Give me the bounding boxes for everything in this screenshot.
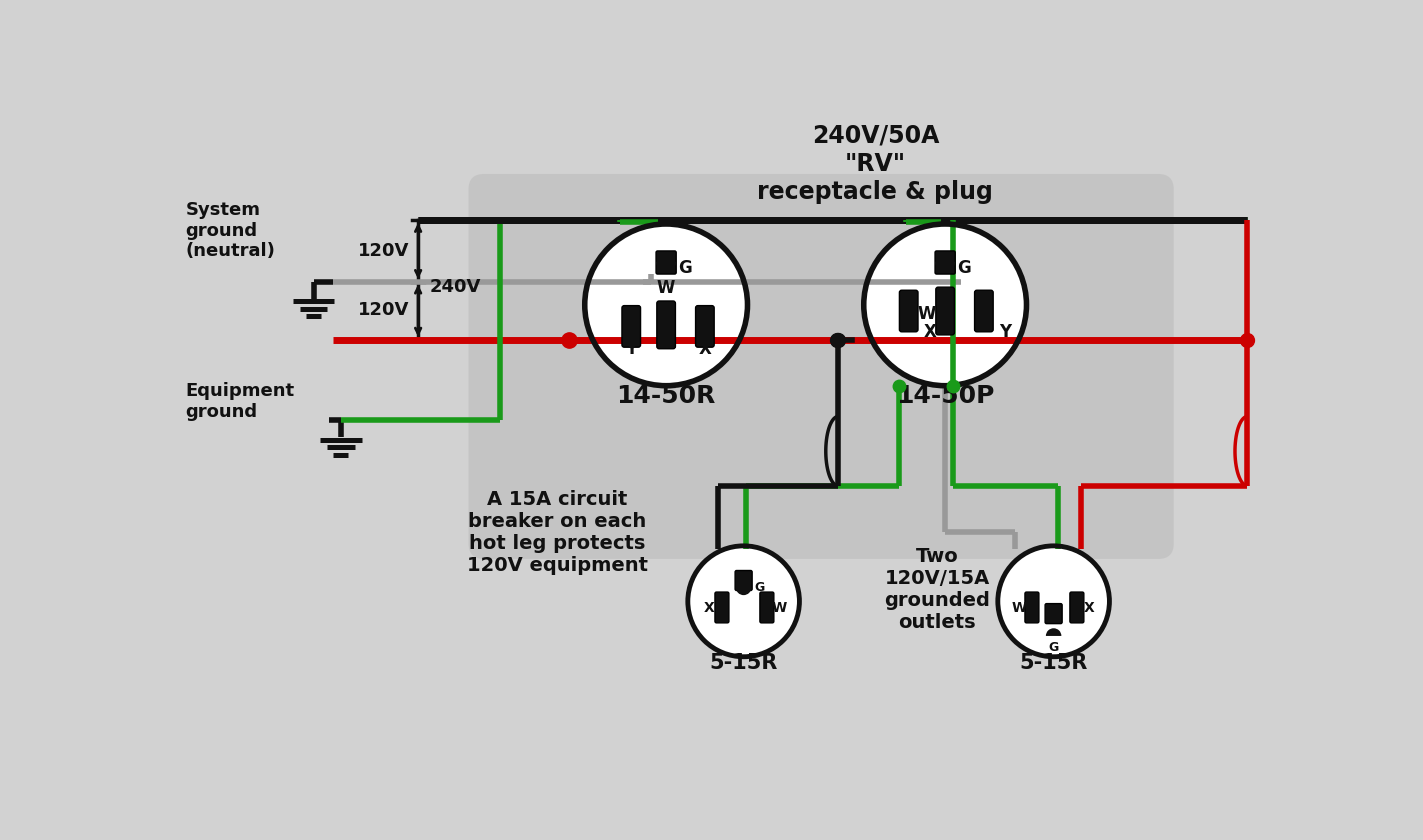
- Text: 5-15R: 5-15R: [1019, 653, 1087, 673]
- FancyBboxPatch shape: [760, 592, 774, 623]
- Text: X: X: [699, 340, 712, 358]
- Text: Two
120V/15A
grounded
outlets: Two 120V/15A grounded outlets: [885, 548, 990, 633]
- FancyBboxPatch shape: [899, 290, 918, 332]
- FancyBboxPatch shape: [696, 306, 714, 347]
- Text: 5-15R: 5-15R: [710, 653, 778, 673]
- Text: 14-50P: 14-50P: [896, 384, 995, 407]
- Circle shape: [687, 546, 800, 657]
- Text: 120V: 120V: [357, 242, 408, 260]
- Text: A 15A circuit
breaker on each
hot leg protects
120V equipment: A 15A circuit breaker on each hot leg pr…: [467, 490, 647, 575]
- Text: X: X: [1084, 601, 1094, 615]
- FancyBboxPatch shape: [736, 570, 753, 591]
- Text: 14-50R: 14-50R: [616, 384, 716, 407]
- Text: 240V: 240V: [430, 278, 481, 297]
- Text: G: G: [1049, 642, 1059, 654]
- Text: System
ground
(neutral): System ground (neutral): [185, 201, 276, 260]
- Text: 240V/50A
"RV"
receptacle & plug: 240V/50A "RV" receptacle & plug: [757, 123, 993, 203]
- Wedge shape: [656, 262, 676, 271]
- Wedge shape: [736, 587, 751, 595]
- FancyBboxPatch shape: [936, 287, 955, 335]
- Text: Equipment
ground: Equipment ground: [185, 382, 295, 421]
- Circle shape: [998, 546, 1110, 657]
- FancyBboxPatch shape: [656, 251, 676, 274]
- FancyBboxPatch shape: [1044, 604, 1062, 623]
- Text: W: W: [771, 601, 787, 615]
- Wedge shape: [935, 262, 955, 271]
- FancyBboxPatch shape: [975, 290, 993, 332]
- Circle shape: [585, 224, 747, 386]
- FancyBboxPatch shape: [622, 306, 640, 347]
- Text: W: W: [1012, 601, 1027, 615]
- Text: Y: Y: [999, 323, 1012, 341]
- FancyBboxPatch shape: [935, 251, 955, 274]
- Text: W: W: [918, 305, 936, 323]
- Wedge shape: [1046, 628, 1062, 636]
- FancyBboxPatch shape: [468, 174, 1174, 559]
- Text: G: G: [679, 259, 692, 277]
- FancyBboxPatch shape: [1025, 592, 1039, 623]
- Text: G: G: [958, 259, 972, 277]
- FancyBboxPatch shape: [657, 301, 676, 349]
- Circle shape: [864, 224, 1026, 386]
- FancyBboxPatch shape: [1070, 592, 1084, 623]
- FancyBboxPatch shape: [714, 592, 729, 623]
- Text: Y: Y: [625, 340, 638, 358]
- Text: G: G: [754, 581, 764, 594]
- Text: W: W: [657, 279, 676, 297]
- Text: 120V: 120V: [357, 302, 408, 319]
- Text: X: X: [924, 323, 936, 341]
- Text: X: X: [704, 601, 714, 615]
